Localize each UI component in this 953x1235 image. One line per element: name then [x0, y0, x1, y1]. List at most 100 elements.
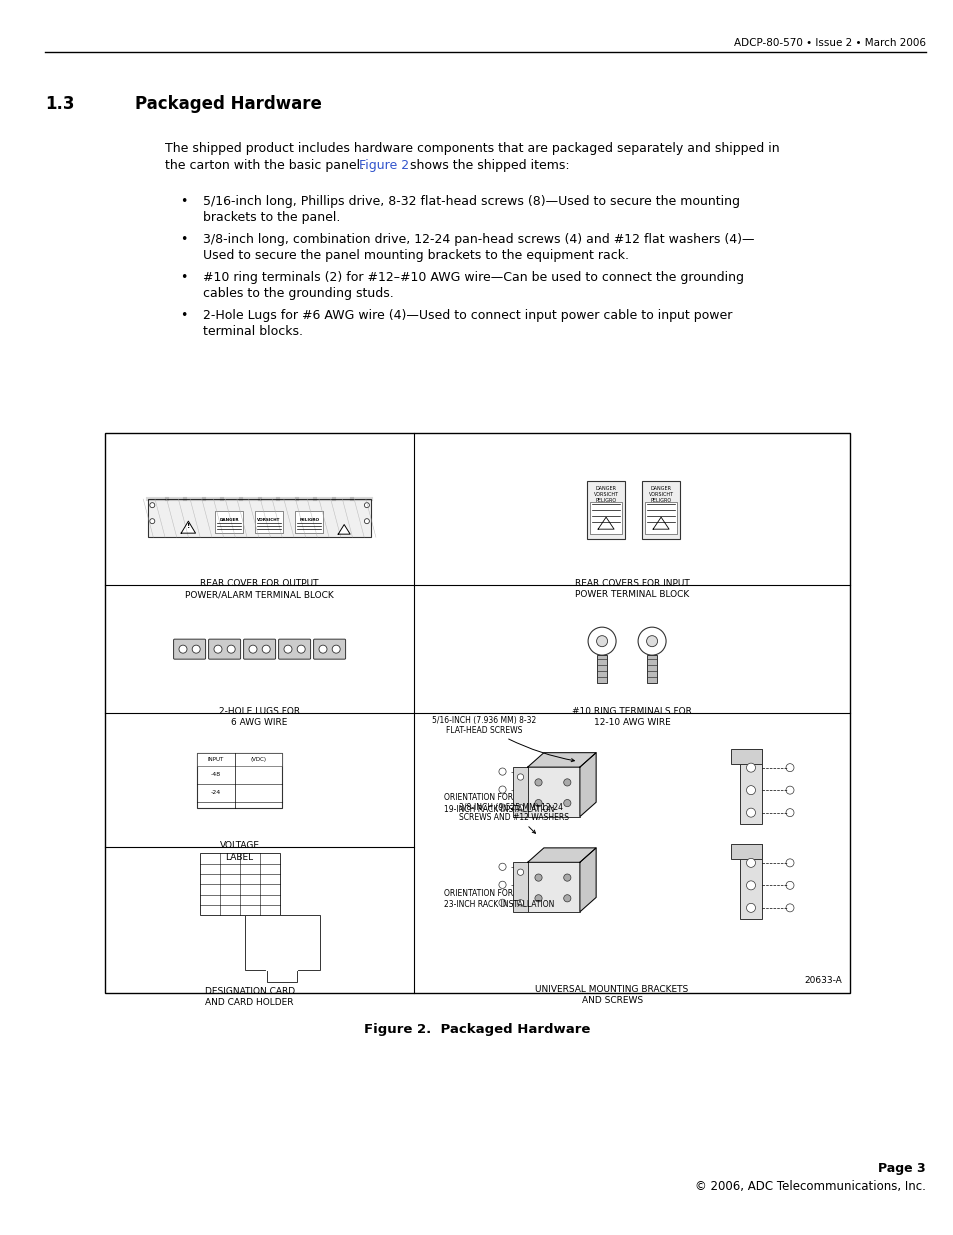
Polygon shape: [598, 517, 614, 529]
Circle shape: [563, 779, 570, 785]
Circle shape: [364, 503, 369, 508]
Bar: [513, 767, 527, 816]
Bar: [740, 844, 761, 919]
Circle shape: [745, 785, 755, 794]
Text: REAR COVERS FOR INPUT
POWER TERMINAL BLOCK: REAR COVERS FOR INPUT POWER TERMINAL BLO…: [574, 579, 689, 599]
Bar: [513, 862, 527, 911]
Text: ADCP-80-570 • Issue 2 • March 2006: ADCP-80-570 • Issue 2 • March 2006: [733, 38, 925, 48]
Circle shape: [646, 636, 657, 647]
Bar: [740, 748, 761, 824]
Circle shape: [517, 869, 523, 876]
Text: (VDC): (VDC): [250, 757, 266, 762]
Circle shape: [249, 645, 256, 653]
Bar: [730, 844, 761, 860]
FancyBboxPatch shape: [314, 640, 345, 659]
Circle shape: [535, 894, 541, 902]
Circle shape: [498, 882, 506, 888]
Text: Used to secure the panel mounting brackets to the equipment rack.: Used to secure the panel mounting bracke…: [203, 249, 628, 262]
Circle shape: [745, 808, 755, 818]
Text: Page 3: Page 3: [878, 1162, 925, 1174]
Text: UNIVERSAL MOUNTING BRACKETS
AND SCREWS: UNIVERSAL MOUNTING BRACKETS AND SCREWS: [535, 986, 688, 1005]
Circle shape: [785, 904, 793, 911]
Text: •: •: [180, 270, 187, 284]
Circle shape: [745, 763, 755, 772]
Circle shape: [364, 519, 369, 524]
Circle shape: [587, 627, 616, 655]
Text: Figure 2.  Packaged Hardware: Figure 2. Packaged Hardware: [363, 1023, 590, 1036]
Text: DANGER: DANGER: [219, 519, 238, 522]
Circle shape: [535, 874, 541, 882]
Text: INPUT: INPUT: [208, 757, 224, 762]
Bar: [527, 767, 579, 816]
Bar: [644, 503, 677, 535]
Bar: [590, 503, 621, 535]
Bar: [597, 655, 606, 683]
Text: cables to the grounding studs.: cables to the grounding studs.: [203, 287, 394, 300]
Circle shape: [785, 858, 793, 867]
FancyBboxPatch shape: [243, 640, 275, 659]
Text: •: •: [180, 232, 187, 246]
Bar: [148, 499, 371, 537]
Circle shape: [297, 645, 305, 653]
Circle shape: [563, 874, 570, 882]
FancyBboxPatch shape: [209, 640, 240, 659]
Text: terminal blocks.: terminal blocks.: [203, 325, 303, 338]
Circle shape: [498, 804, 506, 811]
Text: REAR COVER FOR OUTPUT
POWER/ALARM TERMINAL BLOCK: REAR COVER FOR OUTPUT POWER/ALARM TERMIN…: [185, 579, 334, 599]
Text: shows the shipped items:: shows the shipped items:: [406, 158, 569, 172]
Text: VORSICHT: VORSICHT: [257, 519, 280, 522]
Text: !: !: [187, 524, 190, 529]
Circle shape: [498, 899, 506, 906]
Circle shape: [213, 645, 222, 653]
Polygon shape: [181, 521, 195, 534]
Circle shape: [745, 858, 755, 867]
Polygon shape: [527, 848, 596, 862]
Text: 20633-A: 20633-A: [803, 976, 841, 986]
Text: -48: -48: [211, 772, 220, 777]
Text: DESIGNATION CARD
AND CARD HOLDER: DESIGNATION CARD AND CARD HOLDER: [204, 987, 294, 1007]
Circle shape: [262, 645, 270, 653]
Bar: [199, 853, 279, 915]
Text: PELIGRO: PELIGRO: [299, 519, 319, 522]
Circle shape: [596, 636, 607, 647]
Bar: [641, 482, 679, 540]
Text: •: •: [180, 309, 187, 321]
Text: 5/16-INCH (7.936 MM) 8-32
FLAT-HEAD SCREWS: 5/16-INCH (7.936 MM) 8-32 FLAT-HEAD SCRE…: [432, 715, 574, 762]
Bar: [244, 915, 319, 971]
Circle shape: [745, 881, 755, 890]
Text: •: •: [180, 194, 187, 207]
Circle shape: [785, 809, 793, 816]
Bar: [527, 862, 579, 911]
Text: -24: -24: [211, 790, 221, 795]
Circle shape: [638, 627, 665, 655]
Bar: [267, 971, 296, 982]
Circle shape: [517, 899, 523, 906]
Circle shape: [284, 645, 292, 653]
Text: ORIENTATION FOR
19-INCH RACK INSTALLATION: ORIENTATION FOR 19-INCH RACK INSTALLATIO…: [444, 793, 554, 814]
Circle shape: [498, 768, 506, 776]
Polygon shape: [579, 848, 596, 911]
Bar: [197, 752, 282, 766]
Text: the carton with the basic panel.: the carton with the basic panel.: [165, 158, 368, 172]
Text: 3/8-inch long, combination drive, 12-24 pan-head screws (4) and #12 flat washers: 3/8-inch long, combination drive, 12-24 …: [203, 232, 754, 246]
Circle shape: [179, 645, 187, 653]
FancyBboxPatch shape: [173, 640, 206, 659]
Bar: [254, 511, 283, 534]
Bar: [105, 433, 849, 993]
Circle shape: [535, 799, 541, 806]
Circle shape: [785, 882, 793, 889]
Circle shape: [318, 645, 327, 653]
Circle shape: [192, 645, 200, 653]
Text: 1.3: 1.3: [45, 95, 74, 112]
Circle shape: [535, 779, 541, 785]
Circle shape: [150, 503, 154, 508]
Text: brackets to the panel.: brackets to the panel.: [203, 211, 340, 224]
Bar: [214, 511, 243, 534]
Circle shape: [498, 785, 506, 793]
Bar: [586, 482, 624, 540]
Bar: [197, 752, 282, 808]
Circle shape: [563, 799, 570, 806]
Polygon shape: [527, 752, 596, 767]
Circle shape: [517, 774, 523, 781]
Text: DANGER
VORSICHT
PELIGRO: DANGER VORSICHT PELIGRO: [593, 487, 618, 503]
